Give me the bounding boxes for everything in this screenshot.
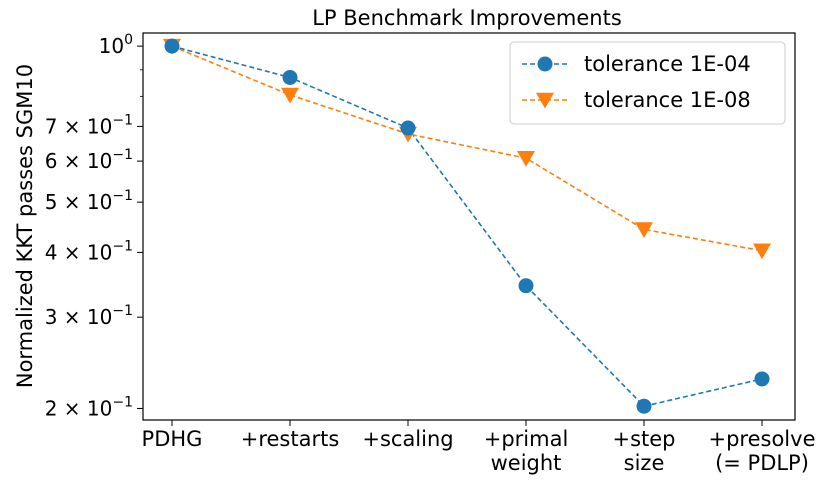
x-tick-label: +restarts: [241, 427, 340, 451]
x-tick-label: +primal: [484, 427, 569, 451]
data-point: [281, 87, 299, 104]
y-tick-label: 6 × 10−1: [45, 147, 133, 173]
data-point: [636, 398, 652, 414]
data-point: [164, 38, 180, 54]
plot-area-frame: [142, 32, 796, 421]
x-tick-label: weight: [491, 451, 562, 475]
legend-marker: [536, 92, 554, 109]
x-tick-label: (= PDLP): [715, 451, 809, 475]
legend-box: [509, 41, 786, 125]
y-tick-label: 7 × 10−1: [45, 112, 133, 138]
y-tick-label: 4 × 10−1: [45, 238, 133, 264]
legend-label: tolerance 1E-08: [584, 88, 751, 112]
y-axis-ticks: 100 7 × 10−1 6 × 10−1 5 × 10−1 4 × 10−1 3 × 1…: [45, 32, 143, 420]
series-1: [171, 45, 763, 408]
y-tick-label: 3 × 10−1: [45, 303, 133, 329]
series-line: [171, 45, 763, 252]
data-point: [753, 243, 771, 260]
data-point: [400, 120, 416, 136]
x-tick-label: size: [624, 451, 665, 475]
data-point: [282, 69, 298, 85]
series: [163, 38, 771, 414]
chart-title: LP Benchmark Improvements: [312, 6, 622, 30]
series-line: [171, 45, 763, 408]
data-point: [754, 371, 770, 387]
data-point: [635, 222, 653, 238]
series-2: [171, 45, 763, 252]
data-point: [518, 278, 534, 294]
x-tick-label: PDHG: [142, 427, 203, 451]
x-tick-label: +step: [612, 427, 675, 451]
legend-label: tolerance 1E-04: [584, 52, 751, 76]
legend-marker: [537, 56, 553, 72]
series-markers: [164, 38, 770, 414]
legend: tolerance 1E-04 tolerance 1E-08: [509, 41, 786, 125]
x-tick-label: +presolve: [709, 427, 816, 451]
y-tick-label: 100: [99, 32, 133, 58]
x-tick-label: +scaling: [362, 427, 453, 451]
data-point: [517, 150, 535, 167]
y-tick-label: 2 × 10−1: [45, 394, 133, 420]
y-axis-label: Normalized KKT passes SGM10: [13, 64, 37, 388]
y-tick-label: 5 × 10−1: [45, 188, 133, 214]
